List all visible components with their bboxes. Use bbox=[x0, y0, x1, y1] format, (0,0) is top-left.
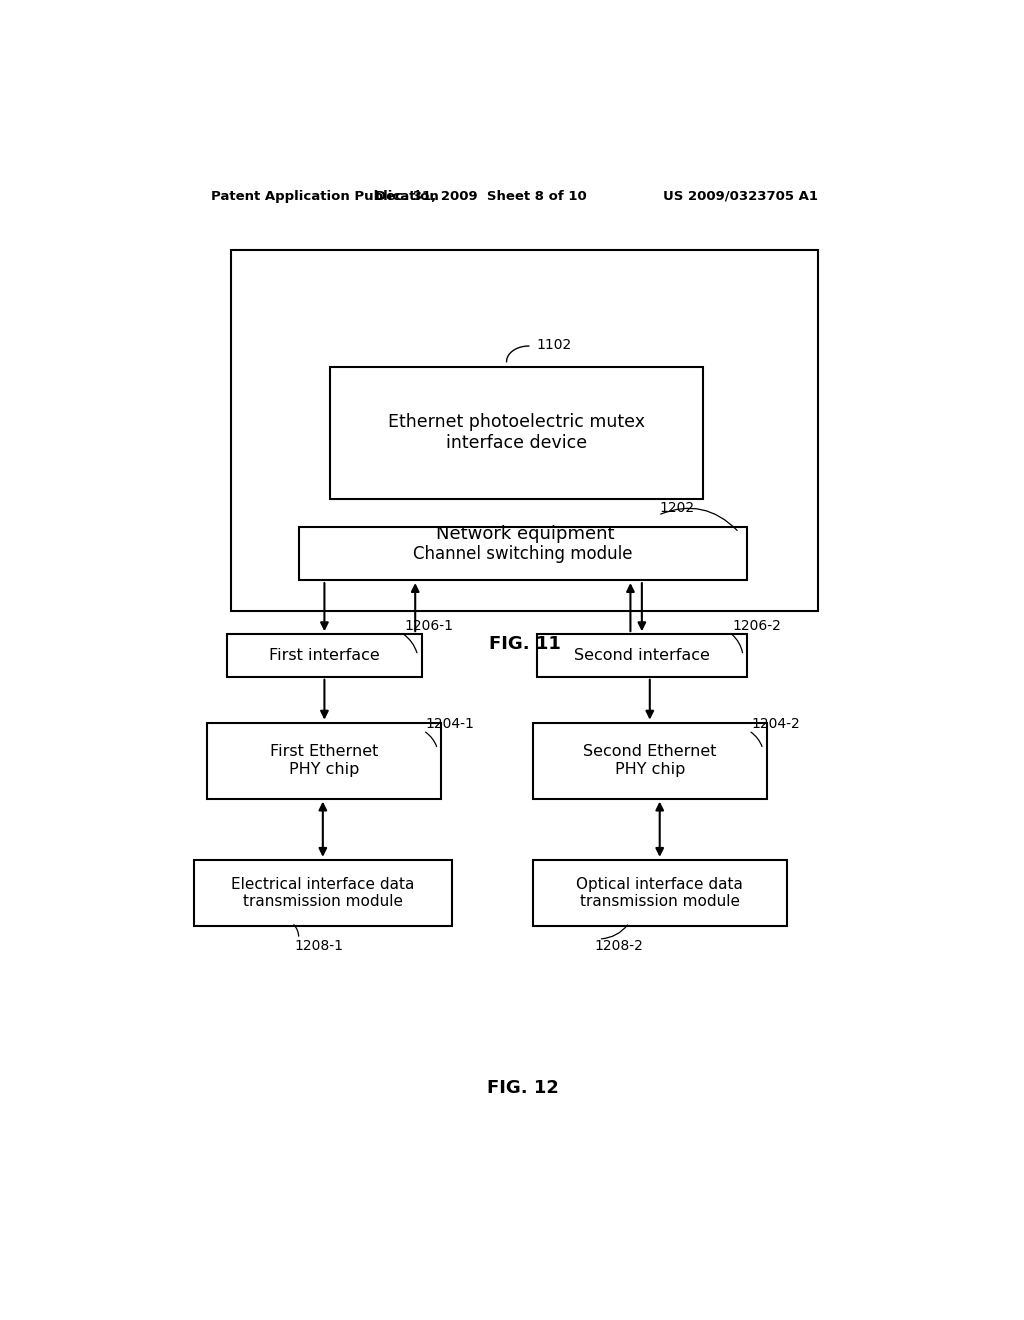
Text: FIG. 11: FIG. 11 bbox=[488, 635, 561, 653]
Bar bbox=[532, 722, 767, 799]
Text: 1208-2: 1208-2 bbox=[595, 939, 643, 953]
Text: First interface: First interface bbox=[269, 648, 380, 663]
Text: 1208-1: 1208-1 bbox=[295, 939, 344, 953]
Bar bbox=[207, 722, 441, 799]
Text: Channel switching module: Channel switching module bbox=[413, 545, 633, 562]
Text: Second Ethernet
PHY chip: Second Ethernet PHY chip bbox=[583, 744, 717, 776]
Text: 1204-1: 1204-1 bbox=[426, 717, 474, 731]
Bar bbox=[537, 634, 748, 677]
Text: Optical interface data
transmission module: Optical interface data transmission modu… bbox=[577, 876, 743, 909]
Bar bbox=[299, 528, 748, 581]
Text: 1206-2: 1206-2 bbox=[733, 619, 781, 634]
Text: 1204-2: 1204-2 bbox=[751, 717, 800, 731]
Text: FIG. 12: FIG. 12 bbox=[486, 1080, 559, 1097]
Text: 1102: 1102 bbox=[537, 338, 572, 351]
Text: 1206-1: 1206-1 bbox=[404, 619, 454, 634]
Text: Network equipment: Network equipment bbox=[435, 525, 614, 544]
Bar bbox=[532, 859, 786, 925]
Text: Patent Application Publication: Patent Application Publication bbox=[211, 190, 439, 202]
Bar bbox=[231, 249, 818, 611]
Text: 1202: 1202 bbox=[659, 502, 695, 515]
Text: First Ethernet
PHY chip: First Ethernet PHY chip bbox=[270, 744, 379, 776]
Text: Second interface: Second interface bbox=[573, 648, 710, 663]
Bar bbox=[194, 859, 452, 925]
Text: US 2009/0323705 A1: US 2009/0323705 A1 bbox=[664, 190, 818, 202]
Bar bbox=[331, 367, 703, 499]
Text: Dec. 31, 2009  Sheet 8 of 10: Dec. 31, 2009 Sheet 8 of 10 bbox=[375, 190, 587, 202]
Bar bbox=[227, 634, 422, 677]
Text: Ethernet photoelectric mutex
interface device: Ethernet photoelectric mutex interface d… bbox=[388, 413, 645, 453]
Text: Electrical interface data
transmission module: Electrical interface data transmission m… bbox=[231, 876, 415, 909]
